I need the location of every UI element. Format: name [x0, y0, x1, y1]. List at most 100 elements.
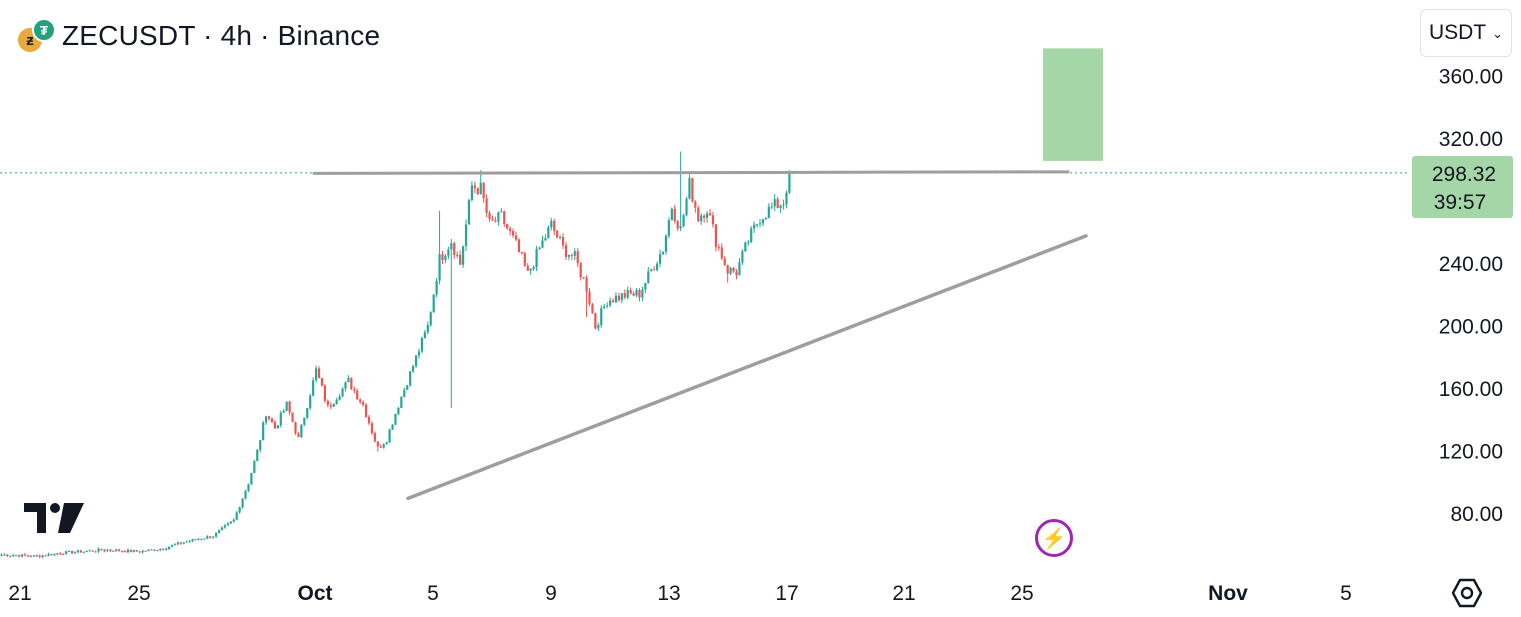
candle	[638, 288, 641, 302]
target-box[interactable]	[1043, 48, 1103, 161]
candle	[585, 275, 588, 318]
candle	[632, 291, 635, 297]
time-tick-label: 5	[427, 582, 439, 605]
time-axis[interactable]: 21 25 Oct 5 9 13 17 21 25 Nov 5	[8, 582, 1352, 605]
candle	[400, 396, 403, 409]
candle	[703, 214, 706, 223]
candle	[432, 294, 435, 313]
candle	[329, 402, 332, 410]
candle	[758, 219, 762, 228]
candle	[388, 428, 391, 444]
currency-label: USDT	[1428, 21, 1487, 44]
candle	[523, 251, 526, 267]
candle	[706, 210, 709, 223]
candle	[20, 554, 24, 558]
candle	[191, 538, 194, 543]
candle	[68, 550, 71, 553]
candle	[526, 263, 529, 271]
candle	[770, 202, 773, 210]
candle	[291, 412, 294, 423]
candle	[788, 170, 791, 194]
candle	[658, 249, 662, 268]
price-label-bg	[1412, 156, 1513, 218]
candle	[417, 348, 421, 359]
candle	[226, 521, 229, 526]
candle	[262, 420, 265, 441]
candle	[23, 553, 27, 557]
candle	[547, 225, 550, 239]
candle	[344, 381, 347, 392]
candle	[88, 549, 91, 552]
currency-button[interactable]: USDT ⌄	[1420, 9, 1512, 57]
candle	[588, 288, 591, 307]
candle	[29, 555, 32, 558]
candle	[435, 277, 438, 298]
time-tick-label: 21	[892, 582, 915, 605]
candle	[335, 397, 338, 405]
candle	[488, 210, 491, 222]
candle	[120, 550, 124, 553]
candle	[520, 251, 523, 255]
candle	[767, 203, 770, 219]
candle	[212, 536, 215, 539]
candle	[82, 551, 85, 554]
candle	[306, 407, 309, 420]
candle	[12, 553, 15, 557]
candle	[44, 554, 47, 557]
candle	[532, 265, 535, 271]
candle	[50, 553, 53, 556]
price-tick-label: 320.00	[1439, 128, 1503, 151]
candle	[597, 322, 600, 332]
candle	[103, 548, 106, 553]
candle	[314, 365, 318, 383]
candle	[406, 385, 409, 391]
candle	[85, 550, 88, 553]
candle	[250, 472, 253, 486]
candle	[382, 443, 385, 449]
candle	[459, 250, 462, 265]
candle	[112, 550, 115, 552]
candle	[567, 254, 571, 261]
candle	[18, 554, 21, 558]
candle	[203, 538, 206, 540]
candle	[535, 245, 538, 272]
tradingview-logo[interactable]	[22, 500, 86, 536]
candle	[726, 264, 729, 283]
lightning-icon[interactable]: ⚡	[1035, 519, 1073, 557]
candle	[118, 548, 121, 552]
chevron-down-icon: ⌄	[1492, 26, 1504, 41]
candle	[197, 538, 200, 541]
candle	[685, 196, 688, 217]
candle	[517, 238, 521, 253]
candle	[470, 181, 473, 202]
candle	[94, 550, 97, 553]
candle	[438, 210, 441, 285]
price-tick-label: 160.00	[1439, 378, 1503, 401]
price-axis[interactable]: 360.00 320.00 240.00 200.00 160.00 120.00 80.0…	[1439, 66, 1503, 527]
candle	[664, 234, 668, 255]
candle	[679, 151, 682, 232]
candle	[653, 265, 656, 271]
candle	[288, 400, 291, 416]
candle	[47, 552, 50, 557]
candle	[723, 256, 726, 266]
symbol-title[interactable]: ZECUSDT · 4h · Binance	[62, 20, 381, 51]
candle	[576, 248, 579, 268]
support-trendline[interactable]	[406, 234, 1088, 501]
candle	[456, 251, 459, 259]
candle	[600, 305, 603, 329]
candle	[691, 177, 694, 203]
candle	[323, 384, 326, 404]
candle	[606, 302, 609, 309]
candle	[317, 366, 321, 379]
candle	[229, 521, 232, 525]
candle	[359, 398, 362, 404]
resistance-trendline[interactable]	[312, 170, 1070, 175]
candle	[697, 205, 700, 223]
settings-hexagon-icon[interactable]	[1450, 576, 1484, 610]
candle	[182, 542, 185, 545]
candle	[514, 231, 518, 242]
candle	[206, 535, 209, 540]
candle	[123, 550, 127, 553]
